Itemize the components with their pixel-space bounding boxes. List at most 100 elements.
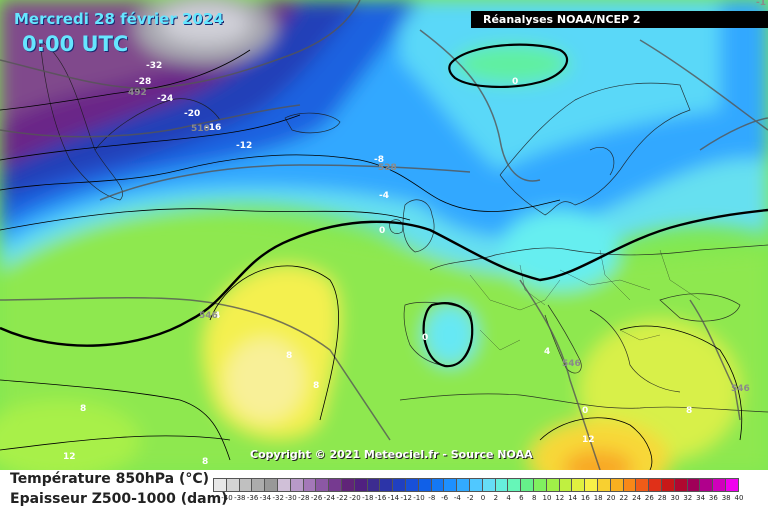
thickness-label: 546 [731,384,750,394]
scale-label: -38 [234,494,246,502]
temp-label: -16 [205,123,221,133]
scale-label: 6 [519,494,524,502]
scale-label: -4 [453,494,461,502]
copyright: Copyright © 2021 Meteociel.fr - Source N… [250,448,533,461]
legend-bar [0,470,768,512]
scale-label: -14 [387,494,400,502]
scale-swatch [456,478,471,492]
scale-swatch [315,478,330,492]
temp-label: -32 [146,61,162,71]
scale-swatch [597,478,611,492]
scale-swatch [635,478,650,492]
temp-label: 8 [286,351,292,361]
scale-swatch [353,478,368,492]
thickness-label: 546 [199,311,218,321]
scale-swatch [725,478,739,492]
temp-label: -24 [157,94,173,104]
scale-swatch [251,478,266,492]
scale-label: -28 [298,494,310,502]
scale-swatch [341,478,355,492]
scale-label: 22 [619,494,629,502]
temp-label: 12 [63,452,76,462]
temp-label: -28 [135,77,151,87]
scale-swatch [584,478,599,492]
scale-label: -32 [272,494,284,502]
scale-label: -12 [400,494,412,502]
scale-label: -6 [441,494,449,502]
scale-swatch [366,478,381,492]
scale-swatch [302,478,317,492]
scale-label: 0 [480,494,486,502]
temp-label: 12 [582,435,595,445]
scale-label: 20 [606,494,616,502]
scale-swatch [405,478,419,492]
scale-swatch [379,478,394,492]
scale-label: -36 [246,494,259,502]
scale-swatch [507,478,522,492]
scale-swatch [545,478,560,492]
temp-label: 0 [512,77,518,87]
legend-temperature-title: Température 850hPa (°C) [10,471,210,487]
scale-swatch [699,478,714,492]
scale-swatch [648,478,663,492]
temp-label: 8 [80,404,86,414]
scale-label: 10 [542,494,552,502]
scale-swatch [712,478,727,492]
scale-label: 34 [696,494,706,502]
scale-label: -2 [466,494,474,502]
scale-swatch [673,478,688,492]
thickness-isolines [0,0,768,471]
scale-swatch [558,478,573,492]
coastlines [39,39,768,413]
thickness-label: -1 [756,0,766,8]
scale-label: 18 [593,494,603,502]
temp-label: 0 [379,226,385,236]
scale-label: -18 [362,494,374,502]
scale-label: -40 [221,494,233,502]
scale-label: 12 [555,494,565,502]
scale-label: 4 [506,494,511,502]
temp-label: -4 [379,191,389,201]
scale-swatch [520,478,535,492]
temp-label: 0 [422,333,428,343]
scale-label: 2 [493,494,499,502]
scale-label: -24 [323,494,336,502]
scale-swatch [481,478,496,492]
scale-label: 24 [632,494,642,502]
scale-swatch [469,478,483,492]
thickness-labels: 492 510 528 546 546 546 -1 [128,0,766,394]
scale-swatch [289,478,304,492]
scale-swatch [417,478,432,492]
forecast-date: Mercredi 28 février 2024 [14,10,224,28]
scale-label: 14 [568,494,578,502]
scale-swatch [533,478,547,492]
scale-swatch [609,478,624,492]
temp-label: 4 [544,347,550,357]
temp-label: 8 [686,406,692,416]
scale-label: -16 [374,494,387,502]
scale-swatch [571,478,586,492]
thickness-label: 492 [128,88,147,98]
data-source: Réanalyses NOAA/NCEP 2 [471,11,768,28]
temperature-field [0,0,768,500]
scale-label: 38 [721,494,731,502]
temperature-labels: -32 -28 -24 -20 -16 -12 -8 -4 0 0 0 4 4 … [63,61,692,467]
thickness-label: 546 [562,359,581,369]
thickness-label: 528 [378,163,397,173]
scale-label: -8 [428,494,436,502]
scale-swatch [622,478,637,492]
scale-swatch [392,478,407,492]
temp-label: 8 [202,457,208,467]
scale-swatch [430,478,445,492]
scale-swatch [264,478,279,492]
temperature-isotherms [0,43,768,471]
scale-label: -22 [336,494,348,502]
scale-swatch [277,478,291,492]
scale-label: 16 [580,494,590,502]
thickness-label: 510 [191,124,210,134]
scale-swatch [443,478,458,492]
scale-swatch [225,478,240,492]
forecast-time: 0:00 UTC [22,32,129,56]
temp-label: 8 [313,381,319,391]
